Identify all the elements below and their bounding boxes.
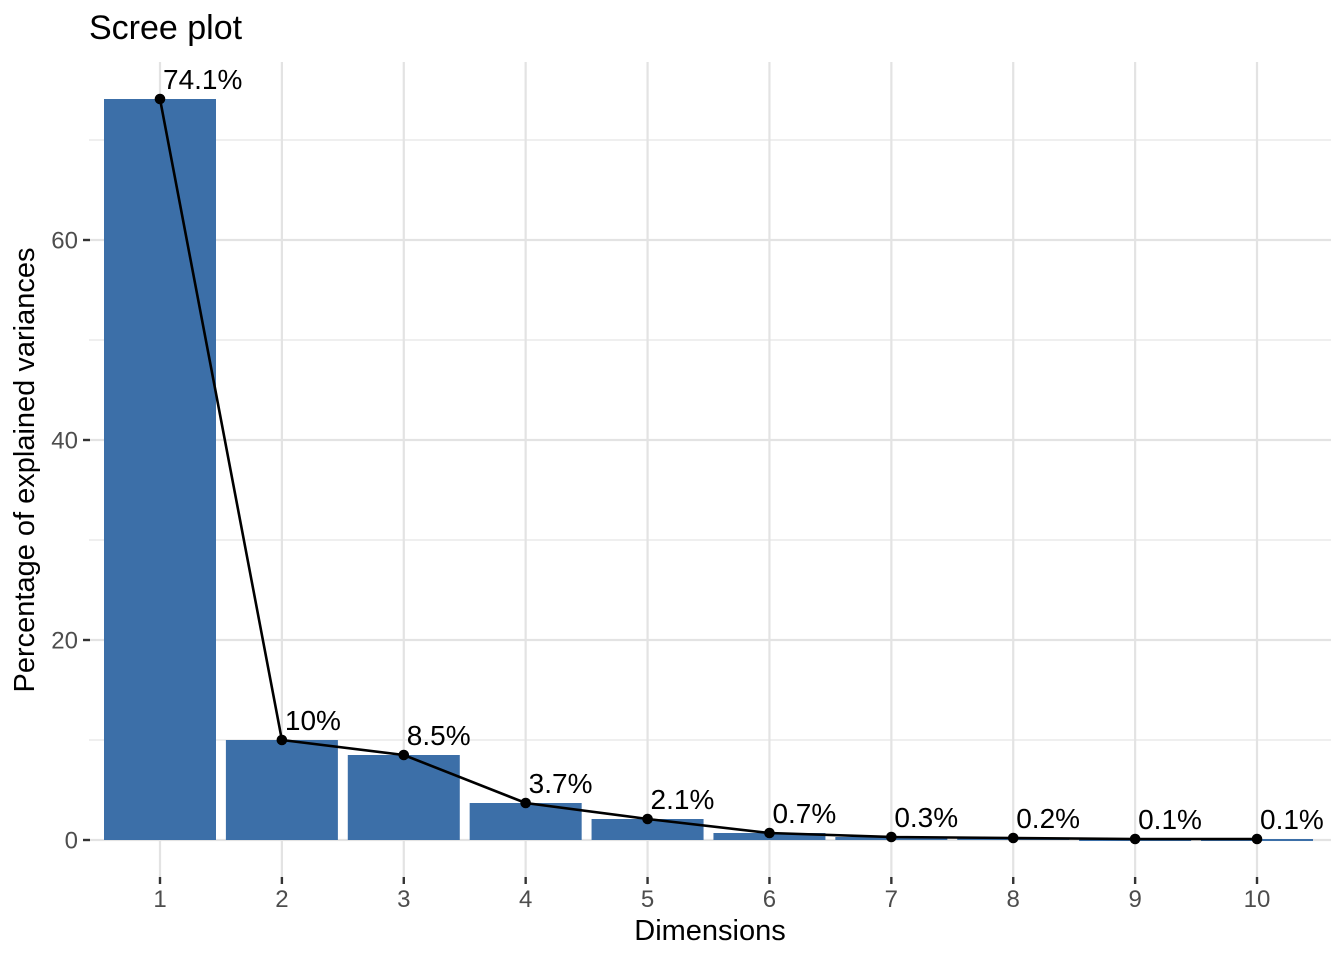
data-point [1007,832,1019,844]
x-tick-label: 6 [763,886,776,913]
x-tick-label: 3 [397,886,410,913]
tick-labels-layer: 0 20 40 60 1 2 3 4 5 6 7 8 9 10 [51,228,1270,914]
y-axis-title: Percentage of explained variances [9,248,41,693]
plot-title: Scree plot [89,9,243,47]
axis-ticks-layer [83,238,1259,884]
grid-minor-layer [89,139,1331,741]
data-labels-layer: 74.1% 10% 8.5% 3.7% 2.1% 0.7% 0.3% 0.2% 0.1% 0.1% [163,64,1324,835]
x-axis-title: Dimensions [634,915,786,947]
y-tick-label: 60 [51,228,78,255]
data-point [1129,833,1141,845]
bar [347,755,460,840]
data-label: 3.7% [529,768,593,799]
data-point [520,797,531,809]
x-tick-label: 7 [885,886,898,913]
x-tick-label: 8 [1007,886,1020,913]
data-label: 0.3% [894,802,958,833]
x-tick-label: 1 [153,886,166,913]
y-tick-label: 20 [51,628,78,655]
grid-major-layer [89,62,1331,877]
data-label: 0.1% [1260,804,1324,835]
data-point [398,749,410,761]
x-tick-label: 4 [519,886,532,913]
data-point [154,93,166,105]
scree-line [158,98,1258,841]
data-label: 0.7% [772,798,836,829]
y-tick-label: 0 [65,828,78,855]
x-tick-label: 9 [1128,886,1141,913]
x-tick-label: 10 [1244,886,1271,913]
data-point [1251,833,1263,845]
bar [225,740,338,840]
data-points-layer [154,93,1263,845]
data-point [276,734,288,746]
x-tick-label: 2 [275,886,288,913]
data-label: 10% [285,705,341,736]
data-label: 74.1% [163,64,242,95]
bar [591,819,704,840]
data-point [764,827,775,839]
scree-line-layer [158,98,1258,841]
data-label: 2.1% [651,784,715,815]
data-point [642,813,653,825]
y-tick-label: 40 [51,428,78,455]
bar [104,99,216,840]
data-point [886,831,897,843]
data-label: 8.5% [407,720,471,751]
data-label: 0.1% [1138,804,1202,835]
data-label: 0.2% [1016,803,1080,834]
x-tick-label: 5 [641,886,654,913]
